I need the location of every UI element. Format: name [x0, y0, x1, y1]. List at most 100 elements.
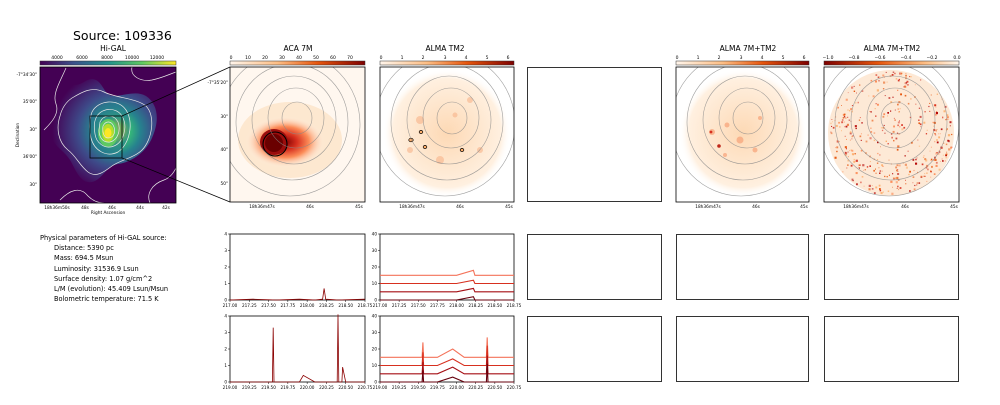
page-title: Source: 109336	[73, 28, 172, 43]
residual-speckle	[851, 110, 853, 113]
residual-speckle	[859, 117, 861, 119]
spectrum-series-line	[380, 345, 514, 367]
empty-image-panel	[527, 67, 662, 202]
colorbar-tick: 50	[313, 55, 319, 61]
x-tick-label: 18h36m47s	[843, 204, 869, 210]
residual-speckle	[864, 169, 866, 171]
residual-speckle	[936, 139, 938, 141]
colorbar-tick: 4	[465, 55, 468, 61]
residual-speckle	[879, 188, 881, 190]
residual-speckle	[915, 103, 917, 105]
x-tick-label: 218.75	[507, 303, 522, 308]
residual-speckle	[897, 79, 900, 82]
residual-speckle	[923, 121, 926, 124]
x-tick-label: 45s	[800, 204, 808, 210]
residual-speckle	[935, 134, 937, 136]
residual-speckle	[899, 120, 900, 122]
residual-speckle	[917, 139, 919, 141]
colorbar-tick: 20	[262, 55, 268, 61]
residual-speckle	[858, 167, 860, 169]
param-mass: Mass: 694.5 Msun	[54, 254, 114, 263]
combo1-colorbar: 0 1 2 3 4 5 6	[676, 55, 810, 66]
residual-speckle	[922, 156, 925, 158]
x-tick-label: 45s	[505, 204, 513, 210]
residual-speckle	[871, 188, 874, 190]
residual-speckle	[941, 98, 943, 100]
residual-speckle	[910, 98, 912, 100]
residual-speckle	[898, 133, 901, 135]
spectra-group: 217.00 217.25 217.50 217.75 218.00 218.25 218.…	[223, 232, 522, 391]
residual-speckle	[944, 160, 946, 162]
residual-speckle	[940, 128, 943, 131]
residual-speckle	[841, 121, 844, 124]
residual-speckle	[942, 117, 944, 119]
physical-parameters: Physical parameters of Hi-GAL source: Di…	[40, 233, 168, 304]
residual-speckle	[836, 146, 839, 149]
residual-speckle	[893, 117, 895, 119]
residual-speckle	[899, 78, 900, 80]
residual-speckle	[880, 127, 883, 129]
residual-speckle	[887, 112, 889, 114]
almatm2-colorbar: 0 1 2 3 4 5 6	[380, 55, 515, 66]
almatm2-axes: 18h36m47s 46s 45s	[399, 204, 513, 210]
residual-speckle	[935, 106, 937, 108]
residual-speckle	[932, 121, 934, 124]
residual-speckle	[868, 95, 870, 97]
colorbar-tick: −0.4	[901, 55, 912, 61]
colorbar-tick: 3	[740, 55, 743, 61]
residual-speckle	[858, 166, 859, 168]
residual-speckle	[897, 121, 900, 124]
residual-speckle	[860, 181, 862, 184]
x-tick-label: 218.25	[468, 303, 483, 308]
residual-speckle	[934, 140, 936, 143]
param-surface-density: Surface density: 1.07 g/cm^2	[54, 274, 153, 283]
residual-speckle	[873, 169, 875, 172]
residual-speckle	[926, 172, 928, 174]
y-tick-label: 36'00"	[23, 154, 37, 160]
residual-speckle	[875, 103, 877, 105]
residual-speckle	[935, 152, 938, 155]
residual-speckle	[875, 186, 878, 189]
aca7m-axes: -7°35'20" 30" 40" 50" 18h36m47s 46s 45s	[207, 80, 363, 210]
residual-speckle	[870, 127, 872, 129]
residual-speckle	[912, 176, 915, 178]
residual-speckle	[904, 163, 907, 166]
x-tick-label: 219.25	[242, 385, 257, 390]
residual-speckle	[936, 141, 939, 144]
residual-speckle	[865, 152, 867, 154]
residual-speckle	[905, 183, 907, 185]
y-tick-label: 1	[224, 281, 227, 286]
residual-speckle	[895, 166, 898, 169]
residual-speckle	[844, 135, 846, 137]
residual-speckle	[895, 137, 898, 140]
plot-frame	[379, 233, 515, 301]
x-tick-label: 46s	[901, 204, 909, 210]
residual-speckle	[943, 110, 946, 113]
x-tick-label: 219.75	[430, 385, 445, 390]
residual-speckle	[892, 71, 895, 73]
empty-spectrum-panel	[824, 316, 959, 382]
residual-speckle	[905, 82, 908, 84]
colorbar-tick: 3	[444, 55, 447, 61]
residual-speckle	[940, 133, 941, 135]
colorbar-tick: 6000	[76, 55, 88, 61]
residual-speckle	[925, 166, 928, 169]
spectrum-panel: 217.00 217.25 217.50 217.75 218.00 218.25 218.…	[372, 232, 522, 309]
residual-speckle	[853, 160, 856, 163]
residual-speckle	[939, 161, 941, 162]
y-tick-label: 30"	[221, 114, 228, 120]
residual-speckle	[836, 140, 839, 143]
residual-speckle	[875, 115, 877, 117]
residual-speckle	[843, 121, 845, 123]
residual-speckle	[930, 170, 932, 172]
residual-speckle	[938, 150, 940, 152]
x-axis-label: Right Ascension	[91, 210, 126, 216]
residual-speckle	[868, 188, 871, 191]
residual-speckle	[945, 153, 948, 156]
x-tick-label: 18h36m47s	[695, 204, 721, 210]
empty-spectrum-panel	[676, 234, 809, 300]
y-tick-label: 30	[372, 248, 378, 253]
residual-speckle	[843, 117, 845, 119]
residual-speckle	[894, 72, 896, 75]
residual-speckle	[885, 140, 887, 142]
